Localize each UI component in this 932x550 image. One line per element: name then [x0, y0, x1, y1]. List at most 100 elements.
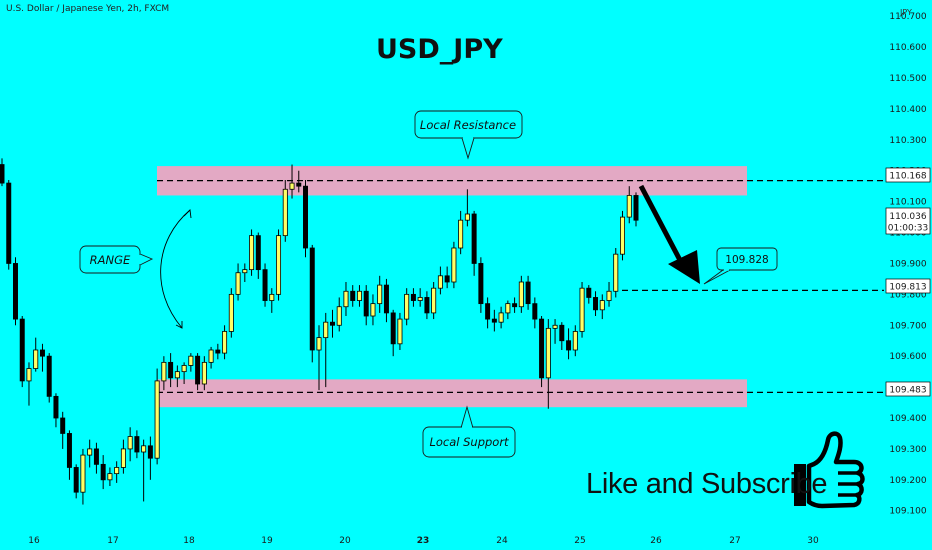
candle-body — [201, 361, 207, 385]
candle — [323, 312, 329, 388]
candle-body — [323, 321, 329, 339]
candle — [0, 158, 5, 187]
candle-body — [485, 303, 491, 320]
range-curve-tip-top — [183, 209, 192, 219]
candle-body — [572, 331, 578, 351]
resistance-callout-pointer — [461, 137, 475, 160]
candle-body — [518, 281, 524, 308]
time-tick-label: 18 — [183, 536, 195, 546]
mid-level-price-text: 109.813 — [889, 283, 926, 293]
candle-body — [39, 349, 45, 357]
candle — [120, 439, 126, 474]
support-price-box — [885, 381, 931, 397]
candle-body — [60, 417, 66, 434]
candle-body — [586, 287, 592, 298]
price-tick-label: 109.600 — [889, 352, 926, 362]
candle-body — [168, 361, 174, 379]
candle — [46, 353, 52, 403]
candle — [471, 210, 477, 276]
target-callout-label: 109.828 — [725, 254, 768, 266]
candle-body — [532, 303, 538, 320]
candle-body — [512, 303, 518, 308]
candle — [552, 319, 558, 344]
candle — [458, 210, 464, 255]
candle-body — [80, 454, 86, 493]
candle — [532, 297, 538, 329]
candle — [518, 275, 524, 313]
price-tick-label: 110.100 — [889, 198, 926, 208]
candle-body — [437, 275, 443, 289]
candle — [222, 325, 228, 360]
candle-body — [12, 263, 18, 320]
candle — [539, 316, 545, 388]
candle — [73, 464, 79, 499]
price-tick-label: 109.400 — [889, 414, 926, 424]
candle — [249, 229, 255, 276]
candle — [363, 285, 369, 326]
candle-body — [316, 337, 322, 351]
candle-body — [370, 303, 376, 317]
candle-body — [222, 331, 228, 354]
resistance-price-text: 110.168 — [889, 172, 926, 182]
candle — [525, 275, 531, 310]
candle — [147, 436, 153, 480]
candle — [235, 263, 241, 301]
candle — [404, 288, 410, 326]
candle-body — [559, 324, 565, 342]
candle — [505, 300, 511, 320]
candle — [559, 322, 565, 350]
candle — [66, 430, 72, 480]
candle-body — [458, 219, 464, 249]
projection-arrow — [638, 184, 700, 284]
candle-body — [525, 281, 531, 305]
zones — [157, 166, 747, 408]
target-callout: 109.828 — [703, 247, 778, 285]
support-callout: Local Support — [422, 405, 516, 458]
resistance-callout-label: Local Resistance — [420, 118, 516, 132]
candle-body — [451, 247, 457, 283]
candle-body — [26, 368, 32, 382]
time-tick-label: 25 — [574, 536, 585, 546]
candle-body — [100, 463, 106, 481]
candle — [53, 393, 59, 428]
candle — [566, 328, 572, 360]
resistance-price-tag: 110.168 — [885, 167, 931, 183]
current-price-box — [885, 207, 931, 235]
candle — [606, 282, 612, 307]
arrow-shaft — [638, 184, 685, 266]
candle — [114, 461, 120, 483]
candle — [60, 411, 66, 449]
candle-body — [181, 365, 187, 373]
candle-body — [390, 312, 396, 345]
candle — [19, 316, 25, 388]
candle-body — [141, 445, 147, 453]
candle-body — [289, 182, 295, 190]
candle — [579, 282, 585, 338]
thumbs-up-icon — [794, 431, 865, 509]
target-callout-box — [716, 247, 778, 271]
price-tick-label: 109.700 — [889, 321, 926, 331]
time-tick-label: 19 — [261, 536, 273, 546]
price-tick-label: 109.900 — [889, 259, 926, 269]
candle — [208, 346, 214, 369]
candle — [626, 186, 632, 224]
candle — [316, 325, 322, 391]
price-tick-label: 110.600 — [889, 43, 926, 53]
candle — [485, 297, 491, 329]
candle — [154, 368, 160, 465]
time-tick-label: 20 — [339, 536, 351, 546]
candle-body — [276, 235, 282, 295]
candle-body — [93, 448, 99, 465]
candle — [343, 282, 349, 316]
price-tick-label: 110.300 — [889, 136, 926, 146]
candle-body — [6, 182, 12, 264]
candle-body — [195, 355, 201, 385]
price-tick-label: 109.800 — [889, 290, 926, 300]
candle-body — [296, 182, 302, 187]
candle-body — [464, 213, 470, 221]
candle-body — [363, 290, 369, 317]
candle-body — [599, 300, 605, 311]
candle — [93, 442, 99, 474]
chart-title: USD_JPY — [376, 34, 503, 65]
